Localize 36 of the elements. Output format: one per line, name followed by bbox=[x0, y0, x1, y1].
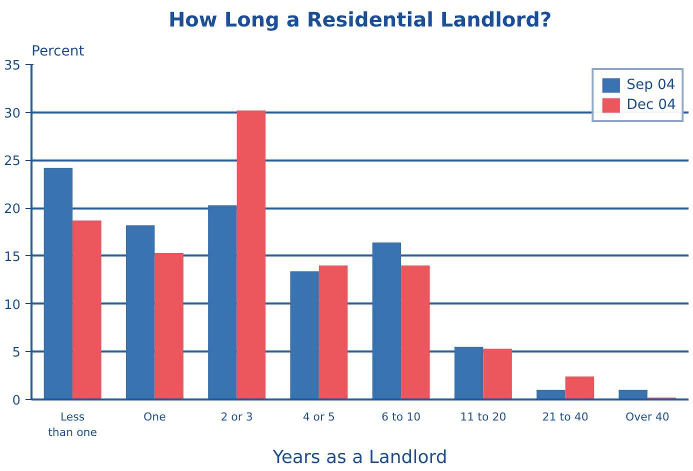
x-tick-label: Over 40 bbox=[625, 410, 670, 424]
bar bbox=[318, 266, 348, 400]
bar bbox=[372, 242, 402, 400]
bar bbox=[565, 376, 594, 400]
legend-label: Sep 04 bbox=[626, 77, 676, 93]
y-tick-label: 5 bbox=[12, 346, 21, 361]
x-tick-label: Less than one bbox=[48, 410, 98, 440]
y-tick-label: 35 bbox=[4, 58, 21, 74]
bar bbox=[236, 110, 266, 400]
bar bbox=[72, 220, 102, 400]
bar bbox=[208, 205, 237, 400]
x-tick-label: 4 or 5 bbox=[302, 410, 336, 424]
bar bbox=[126, 225, 155, 400]
y-tick-label: 20 bbox=[4, 202, 21, 218]
bar bbox=[618, 390, 648, 400]
x-tick-label: 2 or 3 bbox=[220, 410, 253, 424]
y-tick-label: 30 bbox=[4, 106, 21, 122]
x-tick-label: 11 to 20 bbox=[460, 410, 506, 424]
bar bbox=[536, 390, 566, 400]
x-tick-label: 6 to 10 bbox=[382, 410, 421, 424]
bar bbox=[290, 271, 319, 400]
bar bbox=[483, 348, 512, 400]
y-tick-label: 0 bbox=[12, 394, 21, 408]
bar bbox=[454, 346, 484, 400]
bar bbox=[154, 253, 184, 400]
x-tick-label: One bbox=[143, 410, 166, 424]
y-tick-label: 10 bbox=[4, 298, 21, 313]
x-tick-label: 21 to 40 bbox=[542, 410, 588, 424]
chart-title: How Long a Residential Landlord? bbox=[168, 8, 552, 32]
y-axis-title: Percent bbox=[32, 44, 85, 60]
x-axis-title: Years as a Landlord bbox=[272, 447, 448, 468]
y-tick-label: 25 bbox=[4, 154, 21, 170]
legend-label: Dec 04 bbox=[626, 97, 676, 113]
y-tick-label: 15 bbox=[4, 250, 21, 265]
bar bbox=[44, 168, 73, 400]
bar bbox=[401, 266, 430, 400]
